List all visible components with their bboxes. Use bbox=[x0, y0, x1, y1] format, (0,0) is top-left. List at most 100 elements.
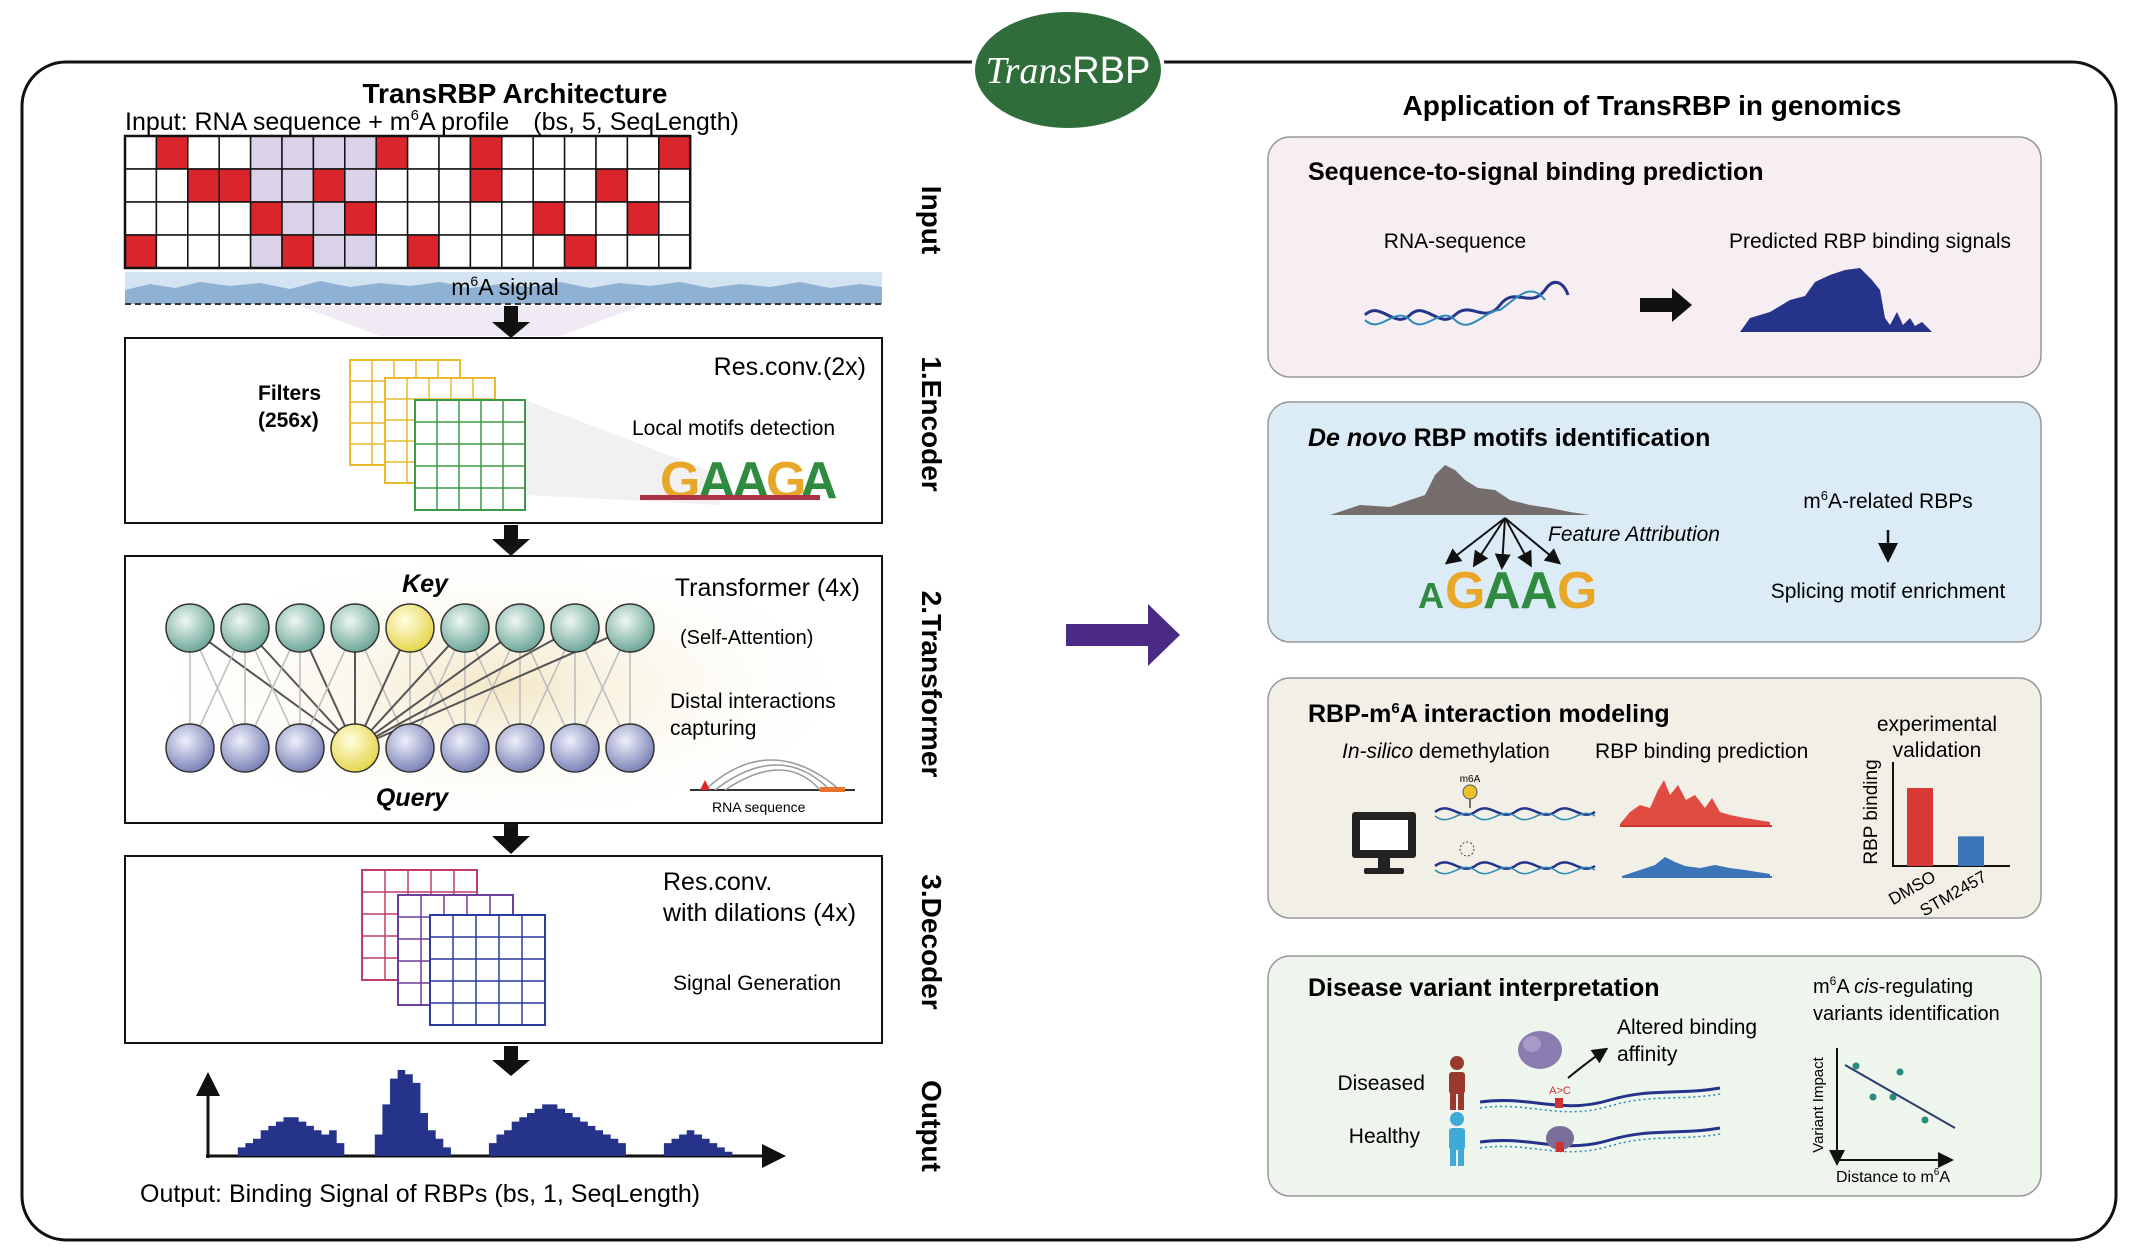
m6a-signal-label: m6A signal bbox=[451, 273, 559, 300]
rna-demethylated bbox=[1434, 841, 1596, 875]
decoder-heading-1: Res.conv. bbox=[663, 868, 772, 896]
grid-cell bbox=[187, 234, 220, 269]
transformer-heading: Transformer (4x) bbox=[675, 574, 860, 602]
stage-input: Input bbox=[916, 186, 947, 254]
stage-decoder: 3.Decoder bbox=[916, 874, 947, 1009]
grid-cell bbox=[187, 201, 220, 236]
query-node bbox=[550, 723, 600, 773]
key-node bbox=[330, 603, 380, 653]
encoder-filter-grids bbox=[349, 359, 526, 511]
cis-label-1: m6A cis-regulating bbox=[1813, 974, 1973, 998]
panel-denovo-motifs bbox=[1267, 401, 2042, 643]
key-node bbox=[605, 603, 655, 653]
m6a-small-label: m6A bbox=[1460, 774, 1481, 785]
predicted-signals-label: Predicted RBP binding signals bbox=[1729, 230, 2011, 253]
grid-cell bbox=[249, 201, 283, 236]
denovo-motif-logo: A G A A G bbox=[1418, 562, 1597, 620]
grid-cell bbox=[124, 135, 158, 170]
grid-cell bbox=[595, 234, 629, 269]
variant-scatter-plot: Variant Impact Distance to m6A bbox=[1810, 1048, 1956, 1186]
grid-cell bbox=[658, 168, 691, 203]
variant-impact-ylabel: Variant Impact bbox=[1810, 1056, 1827, 1152]
rna-sequence-label-p1: RNA-sequence bbox=[1384, 230, 1526, 253]
purple-flow-arrow bbox=[1066, 604, 1180, 666]
grid-cell bbox=[375, 234, 409, 269]
encoder-motif-logo: G A A G A bbox=[640, 452, 838, 510]
svg-text:TransRBP: TransRBP bbox=[986, 50, 1151, 92]
distance-xlabel: Distance to m6A bbox=[1836, 1167, 1950, 1186]
query-node-highlighted bbox=[330, 723, 380, 773]
grid-cell bbox=[344, 234, 377, 269]
query-node bbox=[385, 723, 435, 773]
grid-cell bbox=[375, 201, 409, 236]
decoder-heading-2: with dilations (4x) bbox=[662, 899, 856, 927]
encoder-heading: Res.conv.(2x) bbox=[714, 353, 866, 381]
grid-cell bbox=[312, 135, 346, 170]
grid-cell bbox=[406, 201, 440, 236]
splicing-label: Splicing motif enrichment bbox=[1771, 580, 2006, 603]
grid-cell bbox=[563, 201, 597, 236]
grid-cell bbox=[501, 168, 534, 203]
grid-cell bbox=[501, 234, 534, 269]
key-node bbox=[550, 603, 600, 653]
experimental-label-1: experimental bbox=[1877, 713, 1997, 736]
architecture-title: TransRBP Architecture bbox=[363, 78, 668, 109]
grid-cell bbox=[218, 201, 252, 236]
grid-cell bbox=[375, 135, 409, 170]
pred-signal-red bbox=[1620, 780, 1770, 826]
svg-text:G: G bbox=[1557, 562, 1597, 620]
stage-output: Output bbox=[916, 1080, 947, 1172]
rna-healthy bbox=[1479, 1126, 1721, 1153]
svg-text:G: G bbox=[766, 452, 806, 510]
logo-rbp: RBP bbox=[1072, 50, 1150, 92]
key-label: Key bbox=[402, 570, 449, 598]
svg-text:G: G bbox=[1445, 562, 1485, 620]
grid-cell bbox=[469, 168, 503, 203]
pred-signal-blue bbox=[1622, 857, 1770, 877]
distal-label-2: capturing bbox=[670, 717, 756, 740]
query-label: Query bbox=[376, 784, 449, 812]
grid-cell bbox=[155, 201, 189, 236]
filters-label-1: Filters bbox=[258, 382, 321, 405]
query-node bbox=[495, 723, 545, 773]
signal-generation-label: Signal Generation bbox=[673, 972, 841, 995]
computer-icon bbox=[1352, 812, 1416, 874]
panel2-title: De novo RBP motifs identification bbox=[1308, 424, 1710, 452]
grid-cell bbox=[438, 135, 472, 170]
grid-cell bbox=[563, 168, 597, 203]
grid-cell bbox=[218, 135, 252, 170]
grid-cell bbox=[344, 201, 377, 236]
predicted-signal-shape bbox=[1740, 268, 1932, 332]
grid-cell bbox=[626, 135, 660, 170]
rna-methylated: m6A bbox=[1434, 774, 1596, 821]
bar-ylabel: RBP binding bbox=[1861, 759, 1882, 864]
attention-network bbox=[165, 603, 655, 773]
cis-label-2: variants identification bbox=[1813, 1003, 2000, 1025]
grid-cell bbox=[406, 135, 440, 170]
altered-binding-1: Altered binding bbox=[1617, 1016, 1757, 1039]
black-arrow-p1 bbox=[1640, 288, 1692, 322]
feature-attribution-label: Feature Attribution bbox=[1548, 523, 1720, 546]
grid-cell bbox=[281, 135, 315, 170]
grid-cell bbox=[344, 168, 377, 203]
svg-text:A: A bbox=[1520, 562, 1558, 620]
m6a-signal-track: m6A signal bbox=[125, 272, 882, 305]
transformer-box bbox=[124, 555, 883, 824]
logo-trans: Trans bbox=[986, 50, 1073, 92]
grid-cell bbox=[595, 201, 629, 236]
stage-transformer: 2.Transformer bbox=[916, 591, 947, 778]
grid-cell bbox=[406, 168, 440, 203]
svg-text:A: A bbox=[698, 452, 736, 510]
grid-cell bbox=[501, 135, 534, 170]
grid-cell bbox=[658, 234, 691, 269]
one-hot-input-grid bbox=[123, 134, 692, 270]
grid-cell bbox=[218, 168, 252, 203]
grid-cell bbox=[626, 234, 660, 269]
grid-cell bbox=[532, 201, 566, 236]
bar-dmso bbox=[1907, 788, 1933, 866]
key-node bbox=[220, 603, 270, 653]
funnel-shade-1 bbox=[300, 306, 640, 336]
grid-cell bbox=[187, 135, 220, 170]
grid-cell bbox=[532, 234, 566, 269]
